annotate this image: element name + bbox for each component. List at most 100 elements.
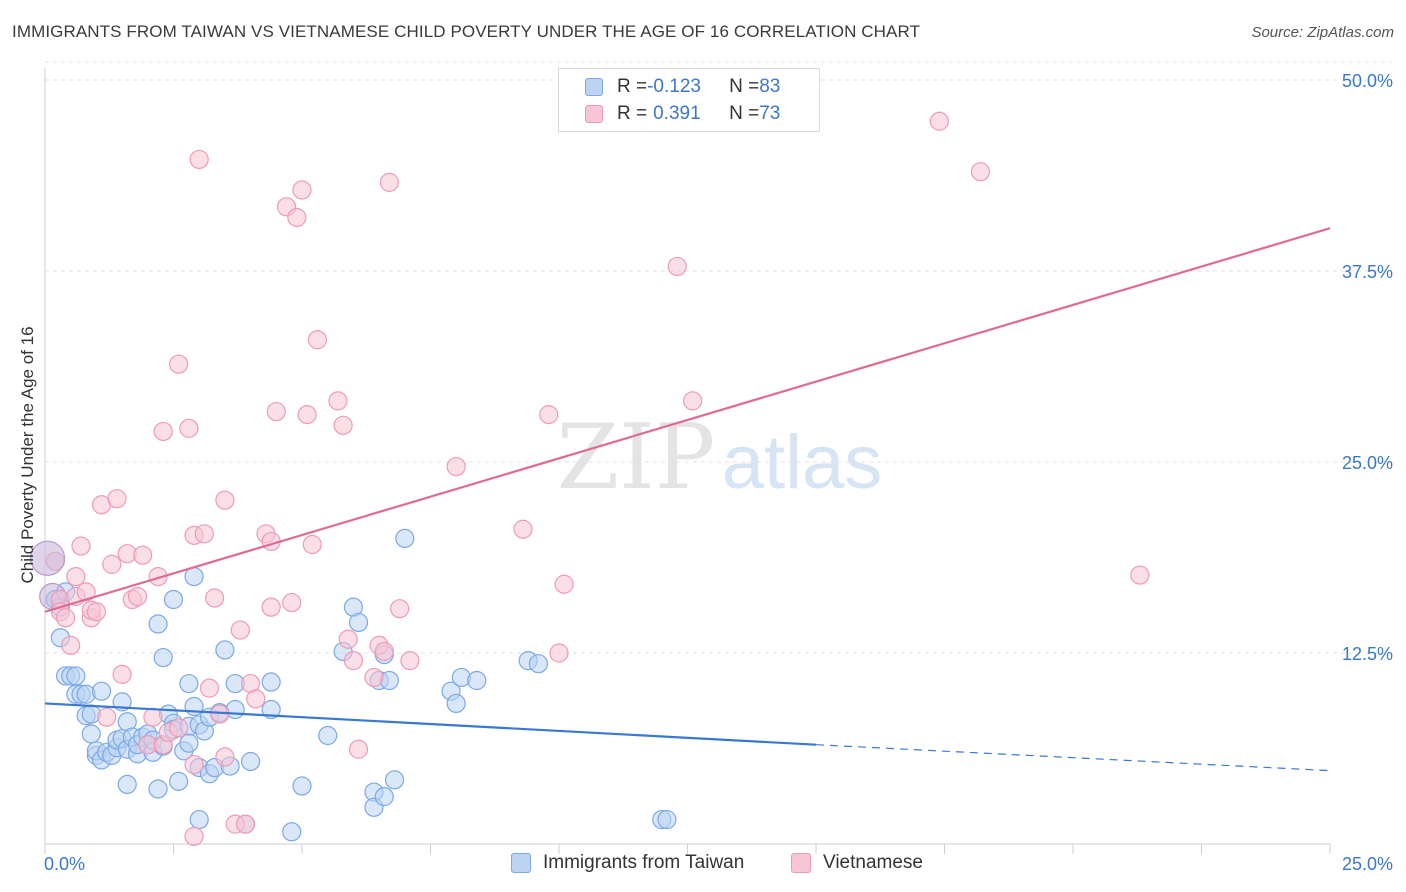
vietnamese-point: [292, 180, 312, 200]
vietnamese-point: [379, 172, 399, 192]
tick-labels: 12.5% 25.0% 37.5% 50.0% 0.0% 25.0%: [44, 71, 1393, 874]
vietnamese-point: [215, 747, 235, 767]
vietnamese-points: [29, 111, 1150, 846]
taiwan-point: [215, 640, 235, 660]
vietnamese-point: [235, 814, 256, 834]
source-label: Source: ZipAtlas.com: [1251, 24, 1394, 41]
legend-n-value: 73: [759, 103, 781, 124]
vietnamese-point: [970, 162, 991, 182]
vietnamese-point: [66, 566, 86, 587]
taiwan-point: [179, 733, 199, 753]
taiwan-point: [76, 684, 96, 704]
vietnamese-point: [549, 643, 569, 663]
vietnamese-point: [184, 826, 204, 846]
taiwan-point: [446, 693, 466, 714]
taiwan-point: [374, 787, 394, 807]
vietnamese-point: [86, 602, 107, 622]
vietnamese-point: [102, 554, 122, 574]
taiwan-point: [528, 654, 549, 674]
legend-swatch-taiwan: [585, 78, 603, 96]
vietnamese-point: [307, 330, 328, 350]
vietnamese-point: [683, 391, 703, 411]
vietnamese-point: [929, 111, 949, 131]
vietnamese-point: [205, 588, 225, 608]
vietnamese-point: [29, 540, 66, 576]
y-tick-label: 37.5%: [1342, 262, 1393, 282]
vietnamese-point: [246, 689, 266, 709]
taiwan-point: [241, 751, 261, 772]
watermark-atlas: atlas: [722, 420, 883, 505]
taiwan-trend-extension: [815, 744, 1331, 772]
taiwan-point: [66, 666, 86, 686]
vietnamese-point: [71, 536, 91, 556]
taiwan-point: [395, 528, 415, 549]
legend-r-value: -0.123: [647, 76, 701, 97]
vietnamese-point: [302, 534, 322, 555]
vietnamese-point: [107, 489, 127, 509]
axes: [44, 68, 1331, 854]
taiwan-point: [91, 681, 112, 701]
vietnamese-point: [133, 545, 153, 565]
taiwan-point: [348, 612, 369, 633]
vietnamese-point: [215, 490, 235, 510]
legend-n-value: 83: [759, 76, 781, 97]
legend-row-vietnamese: R = 0.391 N = 73: [585, 102, 780, 126]
taiwan-point: [292, 776, 312, 796]
series-legend-vietnamese[interactable]: Vietnamese: [791, 852, 923, 874]
taiwan-point: [169, 771, 189, 791]
vietnamese-point: [390, 599, 410, 619]
legend-swatch-vietnamese: [585, 105, 603, 123]
taiwan-point: [81, 724, 101, 744]
legend-n-key: N =: [729, 76, 760, 97]
vietnamese-point: [539, 405, 559, 425]
series-label-vietnamese: Vietnamese: [823, 852, 923, 873]
taiwan-point: [282, 822, 302, 842]
vietnamese-trend-line: [44, 227, 1331, 613]
taiwan-point: [179, 673, 199, 694]
grid-lines: [45, 61, 1392, 654]
trend-lines: [44, 227, 1331, 772]
taiwan-point: [261, 672, 281, 692]
vietnamese-point: [112, 664, 132, 684]
vietnamese-point: [169, 718, 189, 738]
vietnamese-point: [169, 354, 189, 374]
vietnamese-point: [230, 620, 250, 640]
vietnamese-point: [667, 256, 687, 277]
vietnamese-point: [297, 405, 317, 425]
vietnamese-point: [374, 641, 394, 662]
taiwan-point: [657, 809, 677, 830]
series-legend-taiwan[interactable]: Immigrants from Taiwan: [511, 852, 744, 874]
watermark-zip: ZIP: [557, 405, 716, 510]
taiwan-point: [184, 566, 204, 587]
watermark: ZIP atlas: [557, 405, 883, 510]
legend-r-key: R =: [617, 76, 648, 97]
vietnamese-point: [333, 415, 353, 435]
vietnamese-point: [179, 418, 199, 438]
x-tick-label: 25.0%: [1342, 854, 1393, 874]
vietnamese-point: [189, 149, 209, 170]
taiwan-point: [81, 704, 101, 724]
taiwan-point: [189, 809, 209, 830]
taiwan-point: [451, 667, 471, 688]
series-swatch-taiwan: [511, 853, 531, 873]
vietnamese-point: [153, 421, 173, 442]
vietnamese-point: [400, 651, 420, 671]
vietnamese-point: [55, 608, 76, 628]
series-label-taiwan: Immigrants from Taiwan: [543, 852, 745, 873]
vietnamese-point: [143, 707, 163, 727]
vietnamese-point: [76, 582, 96, 602]
taiwan-point: [163, 589, 184, 610]
vietnamese-point: [554, 574, 574, 594]
vietnamese-point: [338, 629, 358, 649]
correlation-legend: R = -0.123 N = 83 R = 0.391 N = 73: [558, 68, 820, 132]
y-tick-label: 25.0%: [1342, 453, 1393, 473]
vietnamese-point: [61, 635, 81, 655]
vietnamese-point: [364, 667, 384, 688]
taiwan-point: [148, 779, 168, 799]
vietnamese-point: [261, 597, 281, 617]
x-tick-label: 0.0%: [44, 854, 85, 874]
vietnamese-point: [1130, 565, 1150, 585]
taiwan-point: [379, 670, 399, 691]
taiwan-point: [467, 670, 487, 691]
